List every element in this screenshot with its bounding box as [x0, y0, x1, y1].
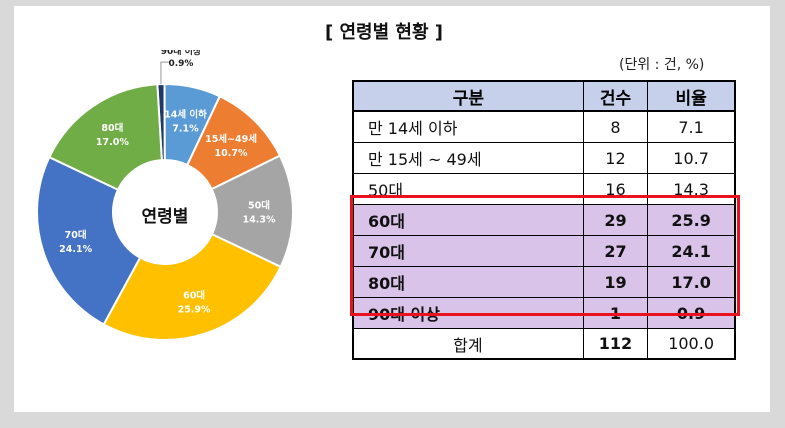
age-table: 구분 건수 비율 만 14세 이하 8 7.1 만 15세 ~ 49세 12 1… — [352, 80, 736, 360]
row-ratio: 25.9 — [647, 204, 736, 236]
donut-slice — [210, 154, 294, 269]
slice-value-label: 0.9% — [168, 59, 193, 69]
header-count: 건수 — [582, 80, 649, 112]
header-ratio: 비율 — [647, 80, 736, 112]
slice-value-label: 24.1% — [59, 244, 92, 255]
slice-category-label: 80대 — [101, 122, 123, 134]
table-row-highlighted: 60대 29 25.9 — [352, 204, 736, 236]
total-count: 112 — [582, 328, 649, 360]
donut-slice — [48, 83, 163, 192]
row-count: 29 — [582, 204, 649, 236]
row-count: 8 — [582, 110, 649, 143]
row-ratio: 14.3 — [647, 173, 736, 205]
slice-category-label: 90대 이상 — [161, 50, 202, 57]
header-category: 구분 — [352, 80, 584, 112]
unit-note: (단위 : 건, %) — [619, 57, 705, 73]
slice-value-label: 17.0% — [96, 137, 129, 148]
table-row-highlighted: 70대 27 24.1 — [352, 235, 736, 267]
row-count: 12 — [582, 142, 649, 174]
total-ratio: 100.0 — [647, 328, 736, 360]
donut-center-label: 연령별 — [142, 206, 189, 227]
row-ratio: 10.7 — [647, 142, 736, 174]
callout-line — [160, 61, 169, 85]
row-label: 80대 — [352, 266, 584, 298]
row-label: 70대 — [352, 235, 584, 267]
row-count: 16 — [582, 173, 649, 205]
row-ratio: 7.1 — [647, 110, 736, 143]
table-row: 만 15세 ~ 49세 12 10.7 — [352, 142, 736, 174]
row-count: 27 — [582, 235, 649, 267]
slice-value-label: 14.3% — [243, 214, 276, 225]
table-row: 만 14세 이하 8 7.1 — [352, 110, 736, 143]
donut-slice — [102, 232, 282, 341]
total-label: 합계 — [352, 328, 584, 360]
table-row: 50대 16 14.3 — [352, 173, 736, 205]
row-count: 19 — [582, 266, 649, 298]
page-title: [ 연령별 현황 ] — [324, 22, 444, 43]
donut-chart: 90대 이상 0.9% 14세 이하 7.1% 15세~49세 10.7% 50대 14.3%… — [36, 50, 294, 341]
donut-slice — [36, 155, 142, 326]
slice-category-label: 50대 — [248, 199, 270, 211]
slice-value-label: 7.1% — [172, 123, 199, 134]
table-total-row: 합계 112 100.0 — [352, 328, 736, 360]
slice-category-label: 70대 — [65, 229, 87, 241]
slice-category-label: 15세~49세 — [205, 133, 257, 145]
chart-card: [ 연령별 현황 ] (단위 : 건, %) 90대 이상 0.9% 14세 이하 7… — [14, 6, 770, 412]
highlight-box — [350, 195, 740, 316]
slice-value-label: 10.7% — [215, 148, 248, 159]
slice-value-label: 25.9% — [178, 304, 211, 315]
row-ratio: 17.0 — [647, 266, 736, 298]
table-header-row: 구분 건수 비율 — [352, 80, 736, 112]
row-label: 만 14세 이하 — [352, 110, 584, 143]
slice-category-label: 14세 이하 — [164, 108, 207, 120]
slice-category-label: 60대 — [183, 289, 205, 301]
row-label: 만 15세 ~ 49세 — [352, 142, 584, 174]
table-row-highlighted: 80대 19 17.0 — [352, 266, 736, 298]
